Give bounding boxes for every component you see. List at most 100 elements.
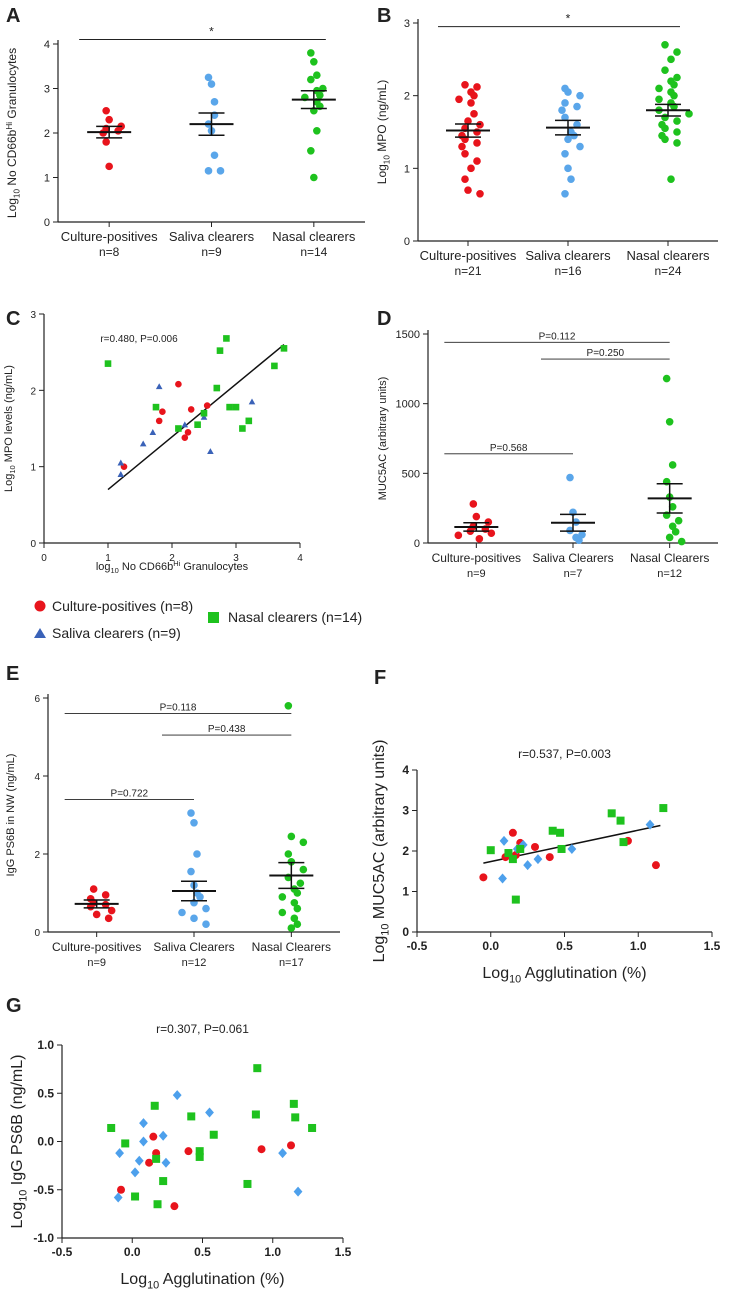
x-tick-label-C: 2 xyxy=(169,553,175,564)
y-axis-label-G-rest: IgG PS6B (ng/mL) xyxy=(9,1055,26,1190)
data-point-B xyxy=(564,135,572,144)
data-point-G xyxy=(130,1167,140,1178)
sig-star-B: * xyxy=(566,12,571,26)
x-tick-label-G: -0.5 xyxy=(52,1245,73,1259)
data-point-B xyxy=(464,117,472,125)
x-tick-label-C: 1 xyxy=(105,553,111,564)
data-point-G xyxy=(251,1110,260,1119)
data-point-F xyxy=(504,849,513,858)
n-label-E: n=17 xyxy=(279,957,304,969)
n-label-A: n=14 xyxy=(300,245,327,259)
y-tick-label-C: 1 xyxy=(30,463,36,474)
data-point-B xyxy=(564,88,572,96)
data-point-C xyxy=(207,448,214,455)
x-axis-label-F-rest: Agglutination (%) xyxy=(521,965,646,982)
data-point-C xyxy=(245,417,253,425)
y-axis-label-A-sup: Hi xyxy=(5,122,14,130)
category-label-A: Saliva clearers xyxy=(169,229,255,244)
x-axis-label-F-sub: 10 xyxy=(509,973,521,985)
data-point-B xyxy=(673,73,681,82)
y-tick-label-E: 2 xyxy=(34,850,40,861)
data-point-D xyxy=(475,535,484,543)
x-axis-label-G: Log10 Agglutination (%) xyxy=(120,1271,284,1291)
panel-label-a: A xyxy=(6,5,20,27)
n-label-D: n=7 xyxy=(564,568,583,580)
category-label-A: Culture-positives xyxy=(61,229,158,244)
y-axis-label-G-main: Log xyxy=(9,1202,26,1229)
x-tick-label-G: 0.5 xyxy=(194,1245,211,1259)
x-axis-label-F: Log10 Agglutination (%) xyxy=(482,965,646,985)
data-point-G xyxy=(172,1090,182,1101)
data-point-G xyxy=(195,1152,204,1161)
data-point-B xyxy=(473,157,481,165)
y-axis-label-D: MUC5AC (arbitrary units) xyxy=(377,377,389,500)
data-point-B xyxy=(467,164,475,173)
data-point-G xyxy=(243,1179,252,1188)
y-tick-label-G: 1.0 xyxy=(37,1038,54,1052)
data-point-D xyxy=(578,530,586,539)
data-point-E xyxy=(202,904,210,913)
y-axis-label-B-main: Log xyxy=(375,164,389,184)
x-tick-label-C: 0 xyxy=(41,553,47,564)
n-label-A: n=9 xyxy=(201,245,222,259)
x-tick-label-C: 3 xyxy=(233,553,239,564)
data-point-D xyxy=(668,461,677,469)
data-point-G xyxy=(257,1145,266,1154)
y-tick-label-C: 3 xyxy=(30,310,36,321)
data-point-C xyxy=(203,402,211,409)
data-point-C xyxy=(194,421,201,428)
data-point-F xyxy=(499,835,509,846)
data-point-C xyxy=(175,380,182,388)
x-axis-label-G-main: Log xyxy=(120,1271,147,1288)
data-point-F xyxy=(616,816,625,825)
x-axis-label-C-rest: No CD66b xyxy=(119,561,173,573)
y-tick-label-A: 2 xyxy=(44,128,50,140)
y-tick-label-B: 3 xyxy=(404,18,410,30)
n-label-B: n=24 xyxy=(654,264,681,278)
data-point-G xyxy=(289,1099,298,1108)
x-tick-label-F: 1.0 xyxy=(630,939,647,953)
annotation-F: r=0.537, P=0.003 xyxy=(518,747,611,761)
data-point-B xyxy=(458,142,466,151)
data-point-G xyxy=(187,1112,196,1121)
data-point-B xyxy=(576,142,584,151)
data-point-B xyxy=(573,120,581,129)
data-point-B xyxy=(655,84,663,93)
data-point-F xyxy=(523,860,533,871)
data-point-A xyxy=(210,98,219,106)
data-point-B xyxy=(476,189,484,198)
data-point-C xyxy=(155,417,163,425)
data-point-F xyxy=(607,809,616,818)
data-point-A xyxy=(307,75,315,84)
data-point-F xyxy=(548,826,557,835)
data-point-E xyxy=(284,850,293,858)
data-point-E xyxy=(290,898,299,907)
data-point-C xyxy=(226,403,233,411)
data-point-G xyxy=(209,1130,218,1139)
data-point-E xyxy=(190,819,198,827)
data-point-A xyxy=(204,73,213,82)
data-point-B xyxy=(573,102,581,111)
data-point-F xyxy=(516,844,525,853)
data-point-G xyxy=(205,1107,214,1118)
data-point-E xyxy=(92,910,101,919)
data-point-B xyxy=(473,128,481,136)
y-axis-label-B: Log10 MPO (ng/mL) xyxy=(375,80,391,184)
y-tick-label-B: 1 xyxy=(404,163,410,175)
y-axis-label-C-rest: MPO levels (ng/mL) xyxy=(3,365,15,465)
data-point-F xyxy=(557,844,566,853)
panel-d: 0 500 1000 1500 Culture-positives n=9 Saliva C… xyxy=(377,329,718,580)
y-axis-label-E: IgG PS6B in NW (ng/mL) xyxy=(5,754,17,877)
y-tick-label-A: 0 xyxy=(44,217,50,229)
data-point-F xyxy=(511,895,520,904)
y-tick-label-G: 0.5 xyxy=(37,1086,54,1100)
panel-label-g: G xyxy=(6,995,22,1017)
data-point-G xyxy=(131,1192,140,1201)
data-point-G xyxy=(293,1186,303,1197)
data-point-E xyxy=(104,914,113,923)
data-point-G xyxy=(150,1101,159,1110)
x-tick-label-C: 4 xyxy=(297,553,303,564)
y-tick-label-D: 0 xyxy=(414,538,420,550)
data-point-E xyxy=(299,838,308,847)
